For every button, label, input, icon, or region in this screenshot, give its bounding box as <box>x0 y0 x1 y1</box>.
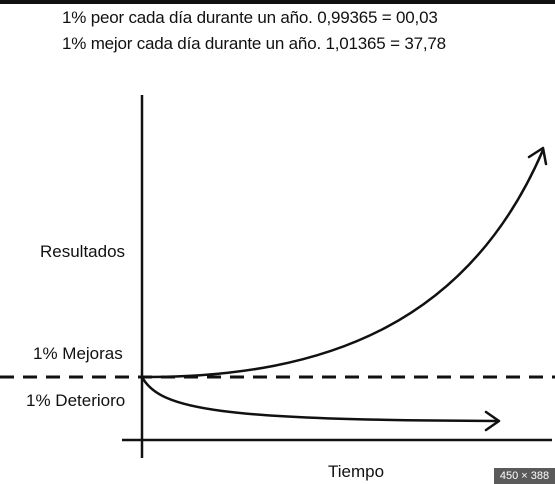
formula-worse: 1% peor cada día durante un año. 0,99365… <box>62 8 438 27</box>
formula-better: 1% mejor cada día durante un año. 1,0136… <box>62 34 446 53</box>
improvement-arrowhead <box>527 146 548 166</box>
improvements-label: 1% Mejoras <box>33 344 123 363</box>
time-axis-label: Tiempo <box>328 462 385 481</box>
deterioration-arrowhead <box>484 410 501 432</box>
deterioration-label: 1% Deterioro <box>26 391 126 410</box>
top-border <box>0 0 555 4</box>
improvement-curve <box>141 149 545 379</box>
deterioration-curve <box>140 376 498 423</box>
results-axis-label: Resultados <box>40 242 126 261</box>
image-size-badge: 450 × 388 <box>494 468 555 484</box>
